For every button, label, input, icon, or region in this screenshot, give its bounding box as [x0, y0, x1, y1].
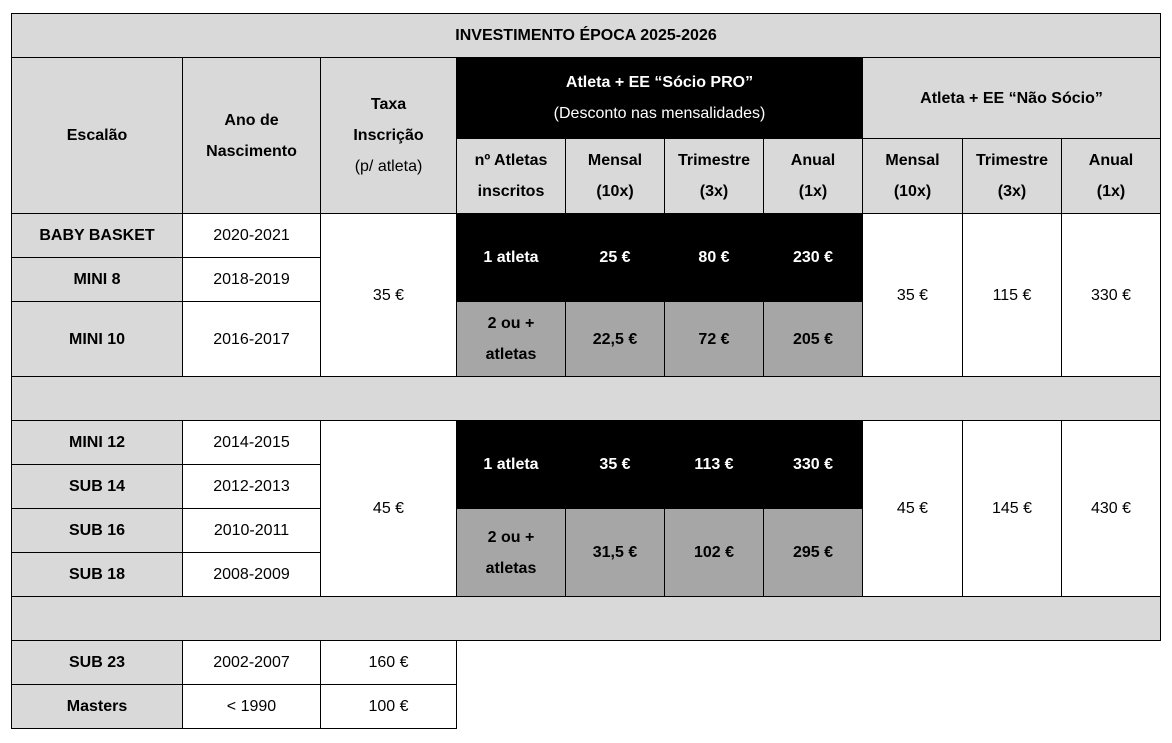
- pro-two-label-line2: atletas: [485, 559, 537, 577]
- header-nao-mensal-label: Mensal: [885, 152, 940, 169]
- ano-cell: 2012-2013: [182, 464, 321, 509]
- escalao-cell: BABY BASKET: [11, 213, 183, 258]
- header-taxa-line3: (p/ atleta): [354, 158, 423, 175]
- ano-cell: 2016-2017: [182, 301, 321, 377]
- pro-two-label-line2: atletas: [485, 346, 537, 363]
- nao-socio-mensal: 45 €: [862, 420, 963, 597]
- escalao-cell: SUB 16: [11, 508, 183, 553]
- escalao-cell: SUB 23: [11, 640, 183, 685]
- taxa-cell: 100 €: [320, 684, 457, 729]
- nao-socio-trimestre: 145 €: [962, 420, 1062, 597]
- header-pro-anual-sub: (1x): [798, 183, 828, 200]
- pro-one-trimestre: 113 €: [664, 420, 764, 509]
- taxa-cell: 35 €: [320, 213, 457, 377]
- header-nao-trimestre-sub: (3x): [997, 183, 1027, 200]
- header-pro-mensal: Mensal (10x): [565, 138, 665, 214]
- header-nao-mensal-sub: (10x): [893, 183, 932, 200]
- header-nao-trimestre: Trimestre (3x): [962, 138, 1062, 214]
- header-nao-anual: Anual (1x): [1061, 138, 1161, 214]
- header-nao-mensal: Mensal (10x): [862, 138, 963, 214]
- nao-socio-trimestre: 115 €: [962, 213, 1062, 377]
- header-escalao: Escalão: [11, 57, 183, 214]
- header-ano-line2: Nascimento: [206, 142, 297, 160]
- pro-one-mensal: 25 €: [565, 213, 665, 302]
- header-socio-pro: Atleta + EE “Sócio PRO” (Desconto nas me…: [456, 57, 863, 139]
- escalao-cell: SUB 18: [11, 552, 183, 597]
- investment-table: INVESTIMENTO ÉPOCA 2025-2026 Escalão Ano…: [11, 13, 1161, 729]
- separator-row: [11, 596, 1161, 641]
- taxa-cell: 160 €: [320, 640, 457, 685]
- ano-cell: < 1990: [182, 684, 321, 729]
- pro-one-label: 1 atleta: [456, 213, 566, 302]
- header-ano-line1: Ano de: [224, 111, 279, 129]
- header-taxa-line2: Inscrição: [353, 127, 424, 144]
- empty-area: [456, 684, 1161, 729]
- header-pro-anual: Anual (1x): [763, 138, 863, 214]
- ano-cell: 2014-2015: [182, 420, 321, 465]
- header-nao-trimestre-label: Trimestre: [975, 152, 1049, 169]
- header-socio-pro-line2: (Desconto nas mensalidades): [553, 105, 766, 122]
- header-n-atletas-line1: nº Atletas: [474, 152, 548, 169]
- pro-one-anual: 230 €: [763, 213, 863, 302]
- nao-socio-anual: 430 €: [1061, 420, 1161, 597]
- escalao-cell: MINI 8: [11, 257, 183, 302]
- pro-two-anual: 295 €: [763, 508, 863, 597]
- header-taxa-inscricao: Taxa Inscrição (p/ atleta): [320, 57, 457, 214]
- pro-two-label: 2 ou + atletas: [456, 301, 566, 377]
- pro-two-label: 2 ou + atletas: [456, 508, 566, 597]
- escalao-cell: SUB 14: [11, 464, 183, 509]
- table-title: INVESTIMENTO ÉPOCA 2025-2026: [11, 13, 1161, 58]
- escalao-cell: MINI 12: [11, 420, 183, 465]
- pro-one-trimestre: 80 €: [664, 213, 764, 302]
- separator-row: [11, 376, 1161, 421]
- header-ano-nascimento: Ano de Nascimento: [182, 57, 321, 214]
- header-socio-pro-line1: Atleta + EE “Sócio PRO”: [565, 74, 754, 91]
- ano-cell: 2008-2009: [182, 552, 321, 597]
- header-n-atletas-line2: inscritos: [477, 183, 545, 200]
- pro-two-mensal: 31,5 €: [565, 508, 665, 597]
- ano-cell: 2010-2011: [182, 508, 321, 553]
- nao-socio-anual: 330 €: [1061, 213, 1161, 377]
- ano-cell: 2018-2019: [182, 257, 321, 302]
- nao-socio-mensal: 35 €: [862, 213, 963, 377]
- header-pro-anual-label: Anual: [790, 152, 836, 169]
- pro-one-mensal: 35 €: [565, 420, 665, 509]
- header-pro-mensal-label: Mensal: [587, 152, 643, 169]
- pro-two-label-line1: 2 ou +: [487, 315, 535, 332]
- header-n-atletas: nº Atletas inscritos: [456, 138, 566, 214]
- escalao-cell: MINI 10: [11, 301, 183, 377]
- pro-two-anual: 205 €: [763, 301, 863, 377]
- header-pro-trimestre-label: Trimestre: [677, 152, 751, 169]
- taxa-cell: 45 €: [320, 420, 457, 597]
- header-taxa-line1: Taxa: [370, 96, 407, 113]
- escalao-cell: Masters: [11, 684, 183, 729]
- header-pro-trimestre-sub: (3x): [699, 183, 729, 200]
- header-pro-trimestre: Trimestre (3x): [664, 138, 764, 214]
- pro-two-mensal: 22,5 €: [565, 301, 665, 377]
- pro-two-label-line1: 2 ou +: [487, 528, 535, 546]
- header-pro-mensal-sub: (10x): [596, 183, 634, 200]
- header-nao-anual-sub: (1x): [1096, 183, 1126, 200]
- empty-area: [456, 640, 1161, 685]
- header-nao-socio: Atleta + EE “Não Sócio”: [862, 57, 1161, 139]
- pro-one-label: 1 atleta: [456, 420, 566, 509]
- pro-two-trimestre: 72 €: [664, 301, 764, 377]
- pro-two-trimestre: 102 €: [664, 508, 764, 597]
- ano-cell: 2020-2021: [182, 213, 321, 258]
- ano-cell: 2002-2007: [182, 640, 321, 685]
- header-nao-anual-label: Anual: [1088, 152, 1134, 169]
- pro-one-anual: 330 €: [763, 420, 863, 509]
